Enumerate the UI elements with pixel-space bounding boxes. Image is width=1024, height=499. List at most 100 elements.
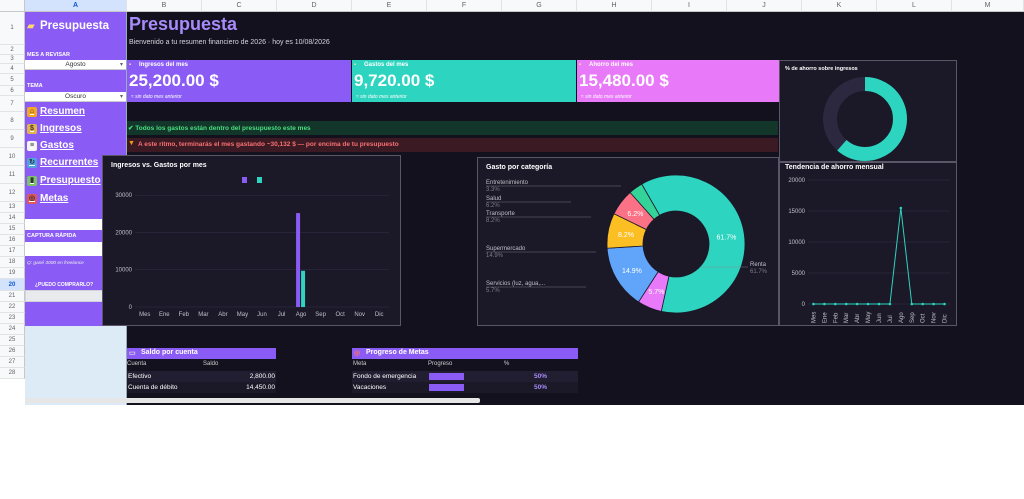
row-header-18[interactable]: 18 [0,257,25,268]
sidebar-item-label: Metas [40,193,69,204]
x-tick-label: May [866,312,872,323]
row-header-5[interactable]: 5 [0,74,25,86]
x-tick-label: Oct [921,313,927,323]
quick-capture-input[interactable] [25,242,126,256]
table-row [352,371,578,382]
warn-alert-text: A este ritmo, terminarás el mes gastando… [138,141,399,148]
x-tick-label: Ene [159,312,170,318]
row-header-24[interactable]: 24 [0,324,25,335]
row-header-7[interactable]: 7 [0,96,25,112]
trend-panel: Tendencia de ahorro mensual 0 5000 10000 15… [779,162,957,326]
row-header-4[interactable]: 4 [0,64,25,74]
row-header-9[interactable]: 9 [0,130,25,148]
column-header-e[interactable]: E [352,0,427,12]
savings-trend-chart: 0 5000 10000 15000 20000 Mes Ene Feb Mar Abr May Ju… [788,178,950,323]
line-series [813,207,945,305]
column-header-g[interactable]: G [502,0,577,12]
row-header-3[interactable]: 3 [0,55,25,64]
row-header-12[interactable]: 12 [0,184,25,202]
row-header-19[interactable]: 19 [0,268,25,279]
row-header-22[interactable]: 22 [0,302,25,313]
column-header-c[interactable]: C [202,0,277,12]
row-header-23[interactable]: 23 [0,313,25,324]
column-header-k[interactable]: K [802,0,877,12]
x-tick-label: Sep [910,312,916,323]
sidebar-item-ingresos[interactable]: $ Ingresos [27,121,82,137]
x-tick-label: Mes [139,312,150,318]
row-header-8[interactable]: 8 [0,112,25,130]
x-tick-label: Jul [888,315,894,323]
row-header-16[interactable]: 16 [0,235,25,246]
row-header-20[interactable]: 20 [0,279,25,291]
slice-pct-outer-label: 14.9% [486,253,504,259]
x-tick-label: Abr [855,314,861,323]
horizontal-scrollbar[interactable] [25,398,480,403]
x-tick-label: Ene [822,312,828,323]
kpi-label: Ahorro del mes [589,62,634,68]
theme-select[interactable]: Oscuro ▾ [25,92,126,102]
kpi-label: Gastos del mes [364,62,409,68]
kpi-card-1: ▪ Gastos del mes 9,720.00 $ ≈ sin dato mes … [352,60,576,102]
goals-header-2: % [504,361,510,367]
row-header-28[interactable]: 28 [0,368,25,379]
column-header-m[interactable]: M [952,0,1024,12]
goal-progress-bar [429,373,464,380]
select-all-corner[interactable] [0,0,25,12]
x-tick-label: Nov [932,312,938,323]
sidebar-item-gastos[interactable]: ≡ Gastos [27,138,74,154]
slice-name-label: Transporte [486,211,515,217]
sidebar-item-presupuesto[interactable]: ▮ Presupuesto [27,173,101,189]
column-header-b[interactable]: B [127,0,202,12]
column-header-h[interactable]: H [577,0,652,12]
row-header-25[interactable]: 25 [0,335,25,346]
sidebar-item-label: Presupuesto [40,175,101,186]
y-tick-label: 20000 [115,230,132,236]
row-header-17[interactable]: 17 [0,246,25,257]
row-header-2[interactable]: 2 [0,45,25,55]
row-header-27[interactable]: 27 [0,357,25,368]
row-header-10[interactable]: 10 [0,148,25,166]
row-header-14[interactable]: 14 [0,213,25,224]
x-tick-label: Jul [278,312,286,318]
column-header-d[interactable]: D [277,0,352,12]
category-donut-chart: 61.7%5.7%14.9%8.2%6.2%Renta61.7%Servicio… [486,174,768,314]
sidebar-gap [25,219,126,230]
money-icon: ▪ [129,62,132,68]
column-header-i[interactable]: I [652,0,727,12]
column-header-j[interactable]: J [727,0,802,12]
row-header-13[interactable]: 13 [0,202,25,213]
can-i-buy-label: ¿PUEDO COMPRARLO? [35,282,94,288]
row-header-15[interactable]: 15 [0,224,25,235]
quick-hint-1: Q: gasté 200 en súper [27,250,75,255]
refresh-icon: ↻ [27,158,37,168]
donut-slice-0 [641,174,746,314]
x-tick-label: Sep [315,312,326,318]
accounts-header: ▭ Saldo por cuenta [127,348,276,359]
x-tick-label: Ago [899,312,905,323]
row-header-26[interactable]: 26 [0,346,25,357]
donut-slice-5 [629,183,661,220]
sidebar-item-recurrentes[interactable]: ↻ Recurrentes [27,155,98,171]
y-tick-label: 20000 [788,178,805,184]
goals-title: Progreso de Metas [366,349,429,356]
row-header-1[interactable]: 1 [0,12,25,45]
sidebar-item-metas[interactable]: ◎ Metas [27,191,68,207]
row-header-6[interactable]: 6 [0,86,25,96]
goal-name: Vacaciones [353,384,387,391]
y-tick-label: 10000 [115,268,132,274]
slice-pct-label: 61.7% [716,234,736,241]
income-chart-title: Ingresos vs. Gastos por mes [111,162,207,169]
row-header-21[interactable]: 21 [0,291,25,302]
target-icon: ◎ [27,194,37,204]
slice-pct-label: 14.9% [622,268,642,275]
folder-icon: ▰ [27,21,35,32]
table-row [127,382,276,393]
slice-pct-label: 5.7% [648,289,664,296]
sidebar-item-resumen[interactable]: ⌂ Resumen [27,104,85,120]
column-header-l[interactable]: L [877,0,952,12]
row-header-11[interactable]: 11 [0,166,25,184]
month-select[interactable]: Agosto ▾ [25,60,126,70]
column-header-f[interactable]: F [427,0,502,12]
column-header-a[interactable]: A [25,0,127,12]
goal-pct: 50% [533,373,547,380]
